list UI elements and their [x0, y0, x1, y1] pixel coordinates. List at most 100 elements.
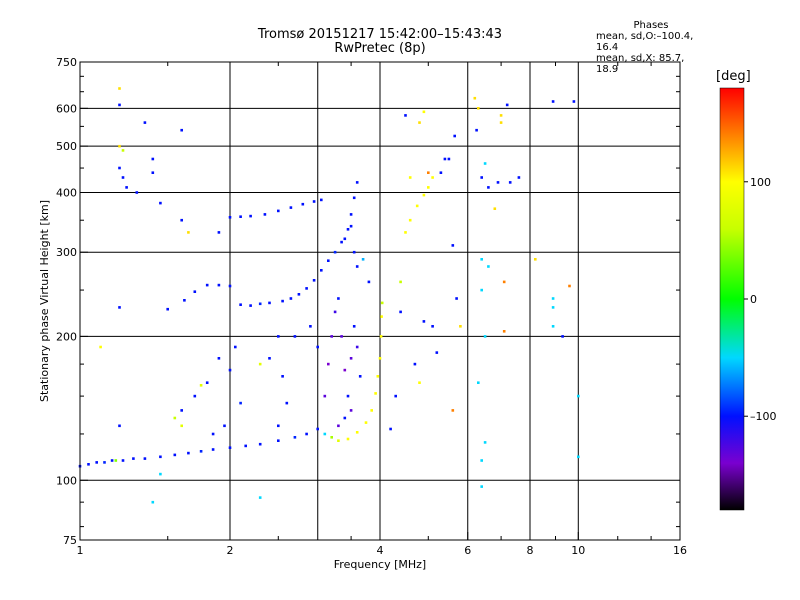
data-point [447, 157, 451, 161]
data-point [187, 231, 190, 234]
data-point [480, 288, 483, 292]
data-point [330, 436, 333, 439]
data-point [173, 416, 177, 420]
scatter-points [78, 87, 580, 504]
y-tick-label: 75 [63, 534, 77, 547]
data-point [297, 293, 301, 296]
data-point [343, 368, 347, 372]
data-point [320, 198, 323, 202]
data-point [499, 114, 503, 117]
data-point [453, 134, 456, 138]
data-point [114, 459, 118, 462]
x-tick-label: 6 [464, 544, 471, 557]
data-point [135, 191, 139, 194]
data-point [125, 186, 128, 189]
data-point [380, 301, 384, 305]
x-tick-label: 2 [227, 544, 234, 557]
data-point [159, 472, 162, 476]
data-point [483, 441, 487, 444]
data-point [374, 392, 377, 395]
colorbar-tick-label: 0 [750, 293, 757, 306]
data-point [199, 450, 203, 453]
data-point [399, 280, 402, 284]
phases-x-mode: mean, sd,X: 85.7, 18.9 [596, 53, 685, 75]
data-point [408, 176, 412, 179]
data-point [132, 457, 135, 460]
data-point [159, 455, 162, 459]
data-point [483, 335, 487, 338]
data-point [151, 500, 155, 504]
y-tick-label: 200 [56, 330, 77, 343]
grid-lines [79, 62, 681, 540]
data-point [180, 409, 183, 412]
data-point [268, 357, 271, 360]
data-point [380, 315, 383, 318]
colorbar-ticks: 100 0 –100 [744, 176, 777, 423]
data-point [422, 110, 426, 114]
data-point [508, 181, 512, 184]
data-point [234, 345, 237, 349]
data-point [394, 394, 397, 398]
data-point [121, 149, 125, 152]
data-point [413, 362, 417, 366]
data-point [422, 193, 426, 197]
data-point [376, 375, 380, 378]
data-point [323, 394, 327, 398]
data-point [211, 448, 215, 451]
data-point [173, 453, 177, 457]
data-point [121, 176, 125, 179]
data-point [316, 427, 319, 431]
chart-subtitle: RwPretec (8p) [334, 41, 426, 56]
data-point [151, 157, 155, 161]
data-point [480, 459, 483, 462]
data-point [258, 442, 262, 446]
data-point [572, 100, 576, 103]
data-point [223, 424, 226, 428]
data-point [277, 335, 280, 338]
y-tick-label: 100 [56, 474, 77, 487]
data-point [378, 357, 382, 360]
data-point [333, 310, 337, 314]
data-point [121, 459, 125, 462]
data-point [281, 299, 284, 303]
data-point [493, 207, 497, 210]
data-point [499, 121, 503, 124]
data-point [327, 259, 330, 262]
data-point [323, 432, 327, 436]
data-point [118, 424, 121, 428]
y-tick-label: 500 [56, 140, 77, 153]
data-point [340, 240, 343, 244]
data-point [399, 310, 402, 314]
data-point [337, 439, 340, 442]
x-tick-label: 4 [377, 544, 384, 557]
data-point [480, 258, 483, 261]
data-point [551, 100, 555, 103]
data-point [355, 265, 359, 268]
data-point [487, 186, 490, 189]
x-tick-label: 16 [673, 544, 687, 557]
data-point [551, 325, 555, 328]
data-point [151, 171, 155, 174]
data-point [505, 103, 509, 107]
x-tick-label: 10 [571, 544, 585, 557]
y-axis-ticks: 75 100 200 300 400 500 600 750 [56, 56, 680, 547]
data-point [199, 384, 203, 387]
data-point [427, 186, 430, 189]
data-point [361, 258, 365, 261]
data-point [459, 325, 462, 328]
colorbar-tick-label: 100 [750, 176, 771, 189]
data-point [431, 325, 434, 328]
data-point [352, 196, 356, 200]
data-point [443, 157, 447, 161]
colorbar-tick-label: –100 [750, 410, 777, 423]
data-point [118, 87, 121, 90]
data-point [337, 424, 340, 428]
x-axis-label: Frequency [MHz] [334, 558, 426, 571]
data-point [180, 424, 183, 428]
data-point [293, 436, 297, 439]
data-point [193, 394, 197, 398]
data-point [451, 244, 455, 247]
data-point [118, 103, 121, 107]
y-axis-label: Stationary phase Virtual Height [km] [38, 200, 51, 402]
x-tick-label: 8 [527, 544, 534, 557]
